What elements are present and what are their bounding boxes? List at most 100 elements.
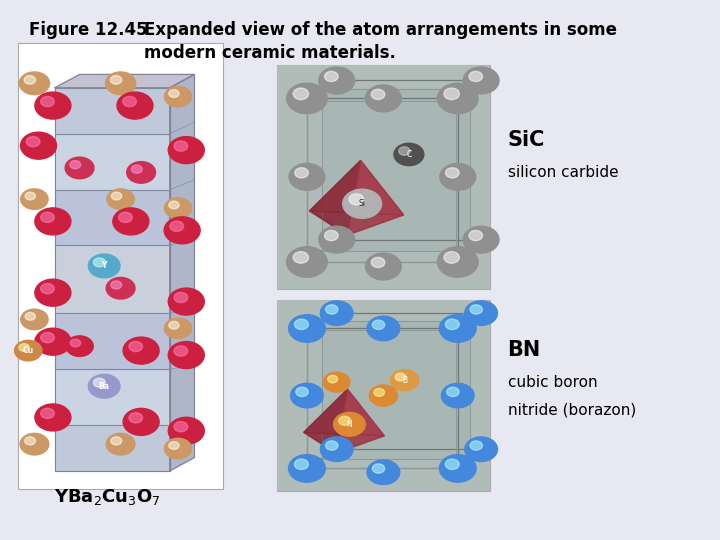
Circle shape (168, 442, 179, 449)
Circle shape (35, 328, 71, 355)
Bar (277, 65, 490, 289)
Circle shape (24, 437, 35, 445)
Circle shape (168, 201, 179, 209)
Circle shape (325, 441, 338, 450)
Polygon shape (322, 321, 470, 459)
Circle shape (287, 83, 328, 113)
Circle shape (40, 333, 54, 343)
Text: Si: Si (359, 199, 366, 208)
Circle shape (366, 253, 401, 280)
Circle shape (469, 71, 482, 82)
Polygon shape (55, 425, 170, 471)
Circle shape (89, 254, 120, 278)
Circle shape (319, 226, 355, 253)
Circle shape (168, 137, 204, 164)
Circle shape (291, 383, 323, 408)
Circle shape (20, 132, 56, 159)
Bar (277, 300, 490, 491)
Circle shape (35, 208, 71, 235)
Circle shape (19, 72, 50, 94)
Text: Y: Y (102, 261, 107, 271)
Circle shape (367, 460, 400, 484)
Circle shape (372, 258, 384, 267)
Polygon shape (304, 389, 384, 436)
Polygon shape (55, 190, 170, 245)
Circle shape (168, 90, 179, 98)
Circle shape (35, 404, 71, 431)
Text: Cu: Cu (23, 346, 34, 355)
Circle shape (131, 165, 143, 173)
Circle shape (24, 76, 35, 84)
Circle shape (328, 375, 338, 383)
Circle shape (319, 67, 355, 94)
Circle shape (174, 141, 188, 151)
Circle shape (127, 161, 156, 183)
Circle shape (289, 455, 325, 482)
Text: B: B (402, 376, 408, 384)
Circle shape (367, 316, 400, 341)
Polygon shape (322, 90, 470, 251)
Circle shape (287, 247, 328, 277)
Circle shape (446, 387, 459, 396)
Polygon shape (307, 330, 456, 468)
Circle shape (174, 293, 188, 302)
Circle shape (394, 143, 424, 166)
Circle shape (14, 340, 42, 361)
Circle shape (123, 337, 159, 364)
Polygon shape (304, 433, 384, 453)
Circle shape (323, 372, 350, 392)
Circle shape (107, 189, 134, 210)
Circle shape (164, 198, 192, 218)
Polygon shape (304, 389, 348, 453)
Polygon shape (310, 160, 361, 235)
Circle shape (170, 221, 184, 232)
Circle shape (296, 387, 308, 396)
Text: N: N (346, 420, 352, 429)
Circle shape (293, 252, 309, 263)
Circle shape (438, 83, 478, 113)
Circle shape (325, 305, 338, 314)
Circle shape (113, 208, 149, 235)
Circle shape (107, 278, 135, 299)
Circle shape (25, 192, 35, 200)
Circle shape (440, 164, 476, 190)
Circle shape (164, 217, 200, 244)
Circle shape (463, 67, 499, 94)
Circle shape (464, 301, 498, 326)
Circle shape (164, 86, 192, 107)
Circle shape (111, 437, 122, 445)
Circle shape (40, 212, 54, 222)
Circle shape (369, 385, 397, 406)
Circle shape (294, 168, 308, 178)
Circle shape (123, 408, 159, 435)
Circle shape (469, 231, 482, 241)
Circle shape (21, 309, 48, 329)
Text: nitride (borazon): nitride (borazon) (508, 402, 636, 417)
Circle shape (40, 97, 54, 107)
Circle shape (21, 189, 48, 210)
Circle shape (289, 164, 325, 190)
Circle shape (444, 252, 459, 263)
Circle shape (320, 437, 353, 462)
Circle shape (112, 192, 122, 200)
Polygon shape (55, 313, 170, 369)
Circle shape (439, 455, 476, 482)
Circle shape (333, 413, 365, 436)
Circle shape (445, 459, 459, 469)
Circle shape (94, 378, 105, 387)
Circle shape (463, 226, 499, 253)
Circle shape (66, 336, 93, 356)
Circle shape (168, 321, 179, 329)
Circle shape (117, 92, 153, 119)
Circle shape (338, 416, 351, 426)
Circle shape (174, 346, 188, 356)
Text: YBa$_2$Cu$_3$O$_7$: YBa$_2$Cu$_3$O$_7$ (54, 487, 161, 507)
Text: silicon carbide: silicon carbide (508, 165, 618, 180)
Polygon shape (55, 134, 170, 190)
Circle shape (107, 433, 135, 455)
Bar (277, 65, 490, 289)
Polygon shape (310, 160, 404, 215)
Circle shape (374, 388, 384, 396)
Circle shape (35, 279, 71, 306)
Circle shape (164, 438, 192, 459)
